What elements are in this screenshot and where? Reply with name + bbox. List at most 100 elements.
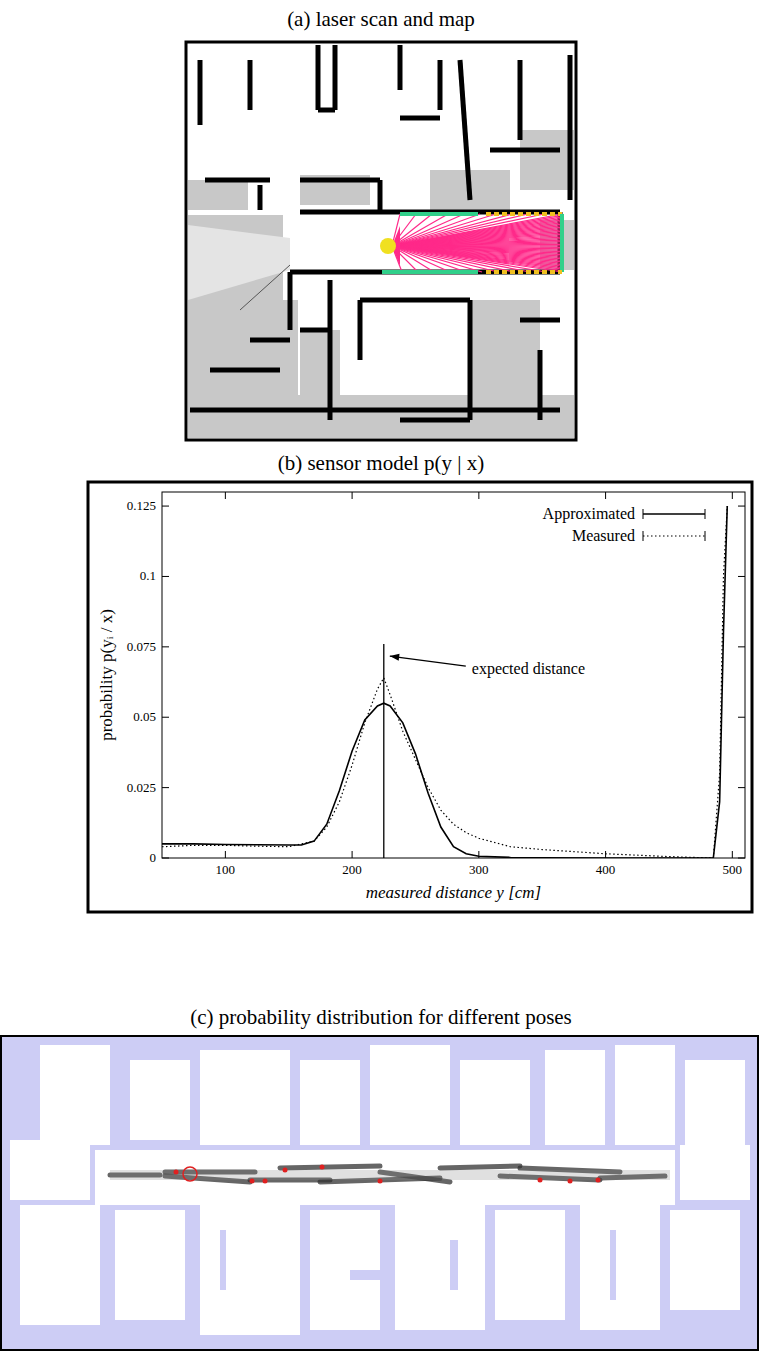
free-space bbox=[115, 1210, 185, 1320]
map-wall bbox=[198, 60, 203, 125]
y-axis-title: probability p(yᵢ / x) bbox=[97, 609, 116, 741]
chart-title: (b) sensor model p(y | x) bbox=[278, 451, 485, 475]
laser-ray bbox=[392, 246, 466, 272]
free-space bbox=[20, 1205, 100, 1325]
laser-ray bbox=[392, 236, 562, 246]
map-region bbox=[188, 180, 248, 210]
y-tick-label: 0.05 bbox=[133, 709, 156, 724]
laser-ray bbox=[392, 246, 498, 272]
x-tick-label: 300 bbox=[469, 862, 489, 877]
obstacle bbox=[290, 1090, 298, 1145]
obstacle bbox=[350, 1270, 380, 1280]
obstacle bbox=[610, 1230, 616, 1300]
x-tick bbox=[352, 851, 353, 858]
free-space bbox=[545, 1050, 605, 1145]
map-wall bbox=[300, 328, 330, 333]
laser-ray bbox=[392, 230, 562, 246]
y-tick bbox=[738, 717, 745, 718]
free-space bbox=[95, 1150, 675, 1205]
y-tick bbox=[738, 858, 745, 859]
map-wall bbox=[568, 55, 573, 200]
y-tick bbox=[738, 646, 745, 647]
annotation-arrow bbox=[390, 656, 466, 666]
free-space bbox=[10, 1140, 90, 1200]
free-space bbox=[580, 1205, 660, 1330]
map-wall bbox=[438, 60, 443, 110]
series-line bbox=[162, 506, 727, 858]
expected-line bbox=[383, 644, 384, 858]
laser-ray bbox=[392, 246, 450, 272]
pose-sample bbox=[596, 1178, 601, 1183]
x-tick bbox=[605, 851, 606, 858]
map-region bbox=[188, 395, 574, 438]
map-region bbox=[188, 225, 290, 300]
free-space bbox=[300, 1060, 360, 1145]
annotation: expected distance bbox=[472, 660, 585, 678]
pose-sample bbox=[283, 1168, 288, 1173]
x-tick bbox=[478, 492, 479, 499]
free-space bbox=[395, 1205, 485, 1330]
x-tick bbox=[225, 851, 226, 858]
laser-scan bbox=[382, 214, 562, 272]
y-tick bbox=[162, 646, 169, 647]
map-region bbox=[520, 130, 574, 190]
map-wall bbox=[300, 178, 380, 183]
map-wall bbox=[460, 60, 470, 200]
laser-ray bbox=[392, 226, 562, 246]
x-tick bbox=[732, 851, 733, 858]
free-space bbox=[680, 1145, 750, 1200]
free-space bbox=[40, 1045, 110, 1145]
series-line bbox=[162, 506, 727, 858]
free-space bbox=[310, 1210, 380, 1330]
map-wall bbox=[205, 178, 270, 183]
plot-frame bbox=[162, 492, 745, 858]
pose-sample bbox=[250, 1179, 255, 1184]
map-ray bbox=[240, 265, 290, 310]
map-wall bbox=[248, 60, 253, 110]
laser-ray bbox=[392, 246, 482, 272]
laser-ray bbox=[392, 220, 562, 246]
free-space bbox=[200, 1050, 290, 1145]
pose-sample bbox=[263, 1179, 268, 1184]
laser-ray bbox=[392, 221, 562, 246]
laser-ray bbox=[392, 217, 562, 246]
x-tick-label: 400 bbox=[596, 862, 616, 877]
panel-frame bbox=[88, 482, 752, 912]
legend-label: Measured bbox=[572, 527, 635, 544]
laser-ray bbox=[392, 237, 562, 246]
map-panel bbox=[186, 42, 576, 440]
free-space bbox=[200, 1205, 300, 1335]
y-tick bbox=[162, 576, 169, 577]
obstacle bbox=[220, 1230, 226, 1290]
map-wall bbox=[190, 408, 560, 413]
laser-ray bbox=[392, 246, 530, 272]
pose-density bbox=[280, 1166, 380, 1168]
x-tick-label: 500 bbox=[723, 862, 743, 877]
pose-map bbox=[1, 1036, 758, 1351]
y-tick-label: 0 bbox=[150, 850, 157, 865]
scan-end bbox=[486, 270, 562, 274]
legend-swatch bbox=[643, 535, 705, 536]
free-space bbox=[460, 1060, 530, 1145]
legend: ApproximatedMeasured bbox=[543, 505, 705, 544]
map-wall bbox=[258, 185, 263, 210]
x-tick-label: 100 bbox=[216, 862, 236, 877]
robot bbox=[380, 238, 396, 254]
scan-end bbox=[400, 212, 478, 216]
scan-end bbox=[486, 212, 562, 216]
y-tick bbox=[738, 787, 745, 788]
map-wall bbox=[318, 108, 335, 113]
y-tick bbox=[162, 717, 169, 718]
legend-swatch bbox=[705, 509, 706, 519]
pose-sample bbox=[538, 1178, 543, 1183]
pose-sample bbox=[568, 1179, 573, 1184]
x-tick bbox=[352, 492, 353, 499]
pose-sample bbox=[320, 1165, 325, 1170]
map-bg bbox=[186, 42, 576, 440]
y-tick bbox=[162, 858, 169, 859]
laser-ray bbox=[392, 224, 562, 246]
laser-ray bbox=[392, 246, 514, 272]
true-pose bbox=[183, 1167, 197, 1181]
legend-swatch bbox=[643, 509, 644, 519]
laser-ray bbox=[392, 223, 562, 246]
